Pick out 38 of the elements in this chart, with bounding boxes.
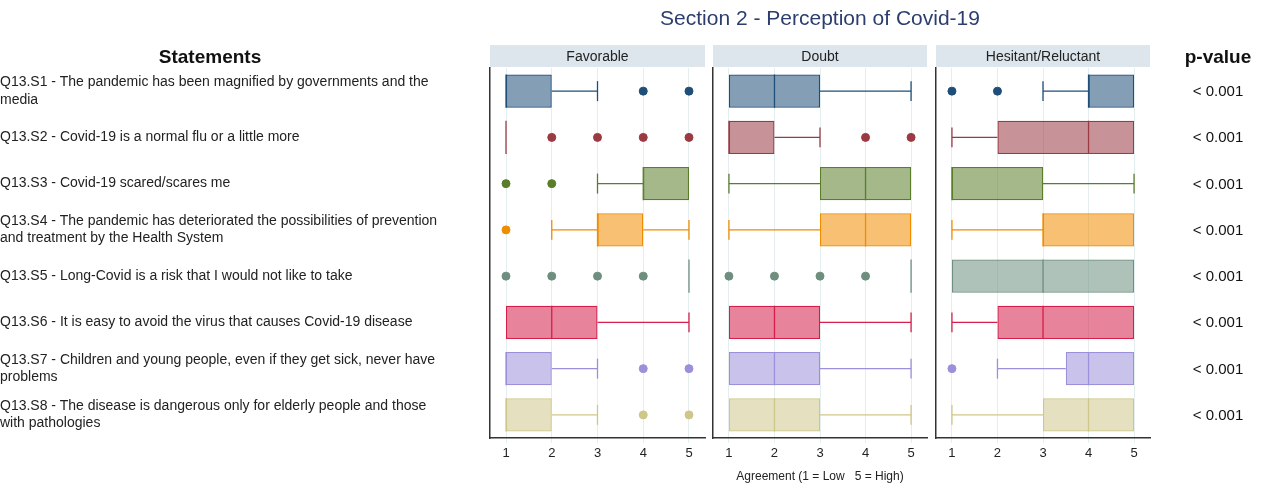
text: < 0.001 [1191, 313, 1245, 331]
x-tick-label: 3 [593, 445, 602, 461]
y-tick-label: Q13.S6 - It is easy to avoid the virus that causes Covid-19 disease [0, 313, 413, 330]
x-tick-label: 5 [907, 445, 915, 461]
y-axis-title: Statements [157, 46, 263, 68]
text: < 0.001 [1191, 174, 1245, 192]
x-axis-title: Agreement (1 = Low 5 = High) [736, 469, 904, 484]
y-tick-label: Q13.S7 - Children and young people, even if they get sick, never have problems [0, 350, 436, 385]
text: < 0.001 [1191, 267, 1245, 285]
x-tick-label: 1 [725, 445, 733, 461]
text: < 0.001 [1191, 405, 1245, 423]
x-tick-label: 4 [861, 445, 870, 461]
chart-subtitle: Doubt [713, 45, 927, 67]
x-tick-label: 3 [1039, 445, 1047, 461]
text: < 0.001 [1191, 82, 1245, 100]
x-tick-label: 1 [502, 445, 510, 461]
x-tick-label: 2 [770, 445, 779, 461]
chart-subtitle: Favorable [490, 45, 705, 67]
x-tick-label: 3 [816, 445, 824, 461]
text: Section 2 - Perception of Covid-19 [659, 6, 981, 30]
x-tick-label: 2 [993, 445, 1002, 461]
text: < 0.001 [1191, 220, 1245, 238]
x-tick-label: 5 [1130, 445, 1138, 461]
y-tick-label: Q13.S3 - Covid-19 scared/scares me [0, 174, 231, 191]
x-tick-label: 2 [548, 445, 556, 461]
y-tick-label: Q13.S4 - The pandemic has deteriorated the possibilities of prevention and treatment by the Health System [0, 211, 438, 246]
y-tick-label: Q13.S8 - The disease is dangerous only for elderly people and those with pathologies [0, 396, 427, 431]
y-tick-label: Q13.S1 - The pandemic has been magnified by governments and the media [0, 73, 429, 107]
text: < 0.001 [1191, 359, 1245, 377]
text: p-value [1183, 46, 1253, 68]
text: < 0.001 [1191, 128, 1245, 146]
x-tick-label: 5 [685, 445, 693, 461]
chart-subtitle: Hesitant/Reluctant [936, 45, 1150, 67]
y-tick-label: Q13.S2 - Covid-19 is a normal flu or a little more [0, 128, 300, 145]
y-tick-label: Q13.S5 - Long-Covid is a risk that I would not like to take [0, 266, 353, 283]
x-tick-label: 4 [1084, 445, 1093, 461]
x-tick-label: 4 [639, 445, 647, 461]
x-tick-label: 1 [948, 445, 956, 461]
